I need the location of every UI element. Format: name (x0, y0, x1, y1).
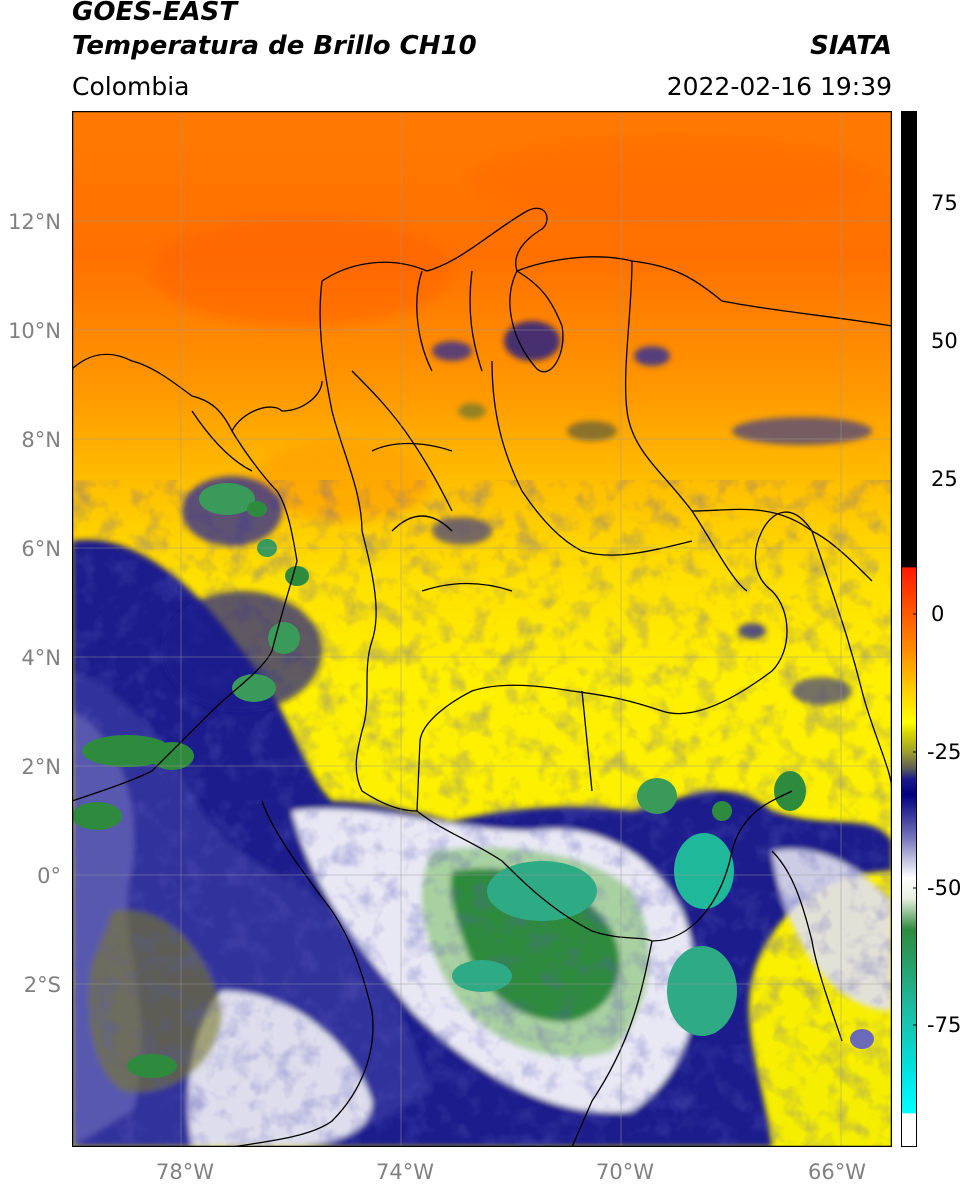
lat-label-12n: 12°N (8, 210, 61, 234)
political-borders (72, 207, 892, 1147)
colorbar-label-25: 25 (931, 467, 958, 491)
region-label: Colombia (72, 72, 190, 101)
colorbar-label-75: 75 (931, 191, 958, 215)
map-border (72, 111, 892, 1147)
colorbar-label-50: 50 (931, 329, 958, 353)
product-title: Temperatura de Brillo CH10 (72, 31, 477, 61)
graticule (72, 111, 892, 1147)
source-label: SIATA (810, 31, 892, 61)
brightness-temperature-map (72, 111, 892, 1147)
lon-label-74w: 74°W (376, 1160, 434, 1184)
datetime-label: 2022-02-16 19:39 (666, 72, 892, 101)
lat-label-6n: 6°N (21, 537, 61, 561)
lat-label-0: 0° (37, 864, 61, 888)
lat-label-10n: 10°N (8, 319, 61, 343)
lat-label-4n: 4°N (21, 646, 61, 670)
satellite-title: GOES-EAST (72, 0, 238, 27)
colorbar-label-minus25: -25 (927, 740, 962, 764)
lat-label-2s: 2°S (23, 973, 61, 997)
lon-label-66w: 66°W (808, 1160, 866, 1184)
lat-label-2n: 2°N (21, 755, 61, 779)
colorbar-label-0: 0 (931, 602, 945, 626)
lon-label-78w: 78°W (156, 1160, 214, 1184)
colorbar-label-minus75: -75 (927, 1013, 962, 1037)
coldest-cloud-tops (72, 483, 874, 1078)
lon-label-70w: 70°W (596, 1160, 654, 1184)
lat-label-8n: 8°N (21, 428, 61, 452)
temperature-colorbar (901, 111, 917, 1147)
colorbar-label-minus50: -50 (927, 876, 962, 900)
